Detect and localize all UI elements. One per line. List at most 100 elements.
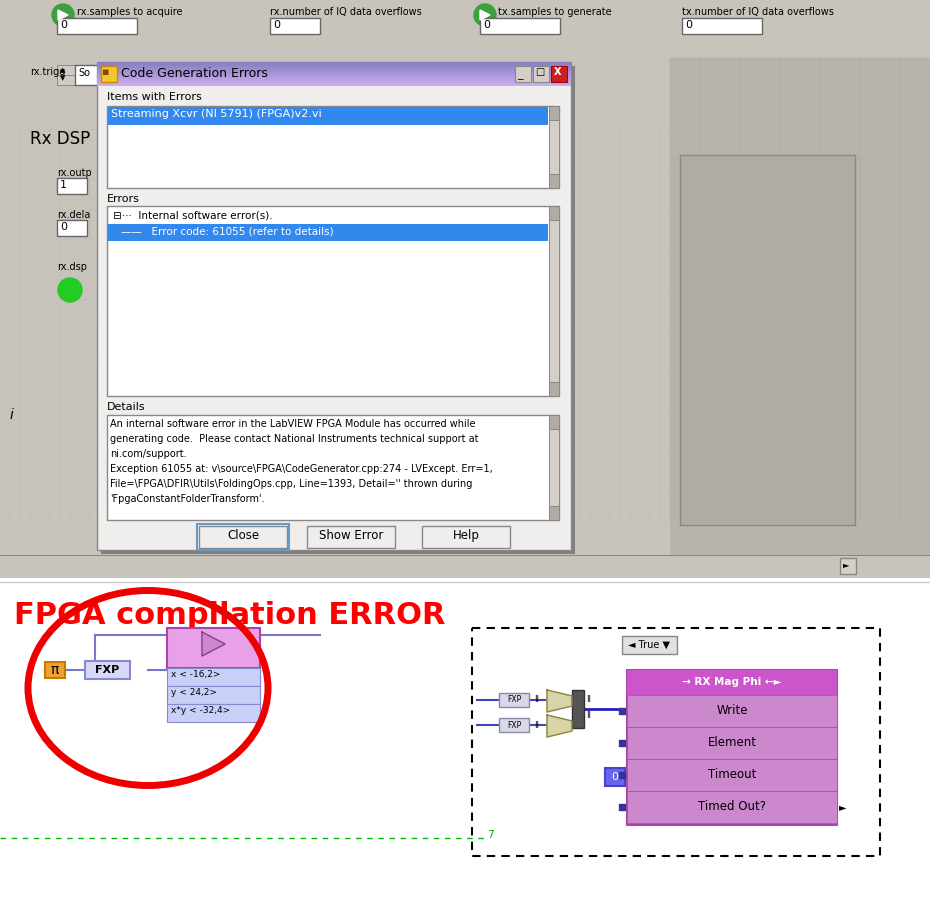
Bar bbox=[197, 524, 289, 550]
Bar bbox=[97, 62, 571, 86]
Text: rx.number of IQ data overflows: rx.number of IQ data overflows bbox=[270, 7, 421, 17]
Text: 0: 0 bbox=[60, 20, 67, 30]
Bar bbox=[101, 66, 117, 82]
Text: Streaming Xcvr (NI 5791) (FPGA)v2.vi: Streaming Xcvr (NI 5791) (FPGA)v2.vi bbox=[111, 109, 322, 119]
Bar bbox=[549, 415, 559, 429]
Bar bbox=[97, 76, 571, 77]
Bar bbox=[85, 661, 130, 679]
Text: FXP: FXP bbox=[95, 665, 119, 675]
Bar bbox=[0, 555, 930, 577]
Bar bbox=[840, 558, 856, 574]
Bar bbox=[97, 64, 571, 65]
Text: rx.outp: rx.outp bbox=[57, 168, 92, 178]
Bar bbox=[108, 107, 548, 125]
Text: II: II bbox=[586, 695, 591, 704]
Bar bbox=[472, 628, 880, 856]
Bar bbox=[97, 85, 571, 86]
Polygon shape bbox=[202, 632, 225, 656]
Bar bbox=[549, 506, 559, 520]
Text: rx.trigg: rx.trigg bbox=[30, 67, 65, 77]
Bar bbox=[97, 65, 571, 66]
Text: Timed Out?: Timed Out? bbox=[698, 800, 766, 814]
Bar bbox=[97, 78, 571, 79]
Bar bbox=[0, 0, 930, 58]
Bar bbox=[57, 18, 137, 34]
Text: Errors: Errors bbox=[107, 194, 140, 204]
Bar bbox=[97, 82, 571, 83]
Circle shape bbox=[52, 4, 74, 26]
Text: y < 24,2>: y < 24,2> bbox=[171, 688, 217, 697]
Text: tx.samples to generate: tx.samples to generate bbox=[498, 7, 612, 17]
Text: ⊟···  Internal software error(s).: ⊟··· Internal software error(s). bbox=[113, 210, 272, 220]
Bar bbox=[199, 526, 287, 548]
Text: So: So bbox=[78, 68, 90, 78]
Text: 0: 0 bbox=[273, 20, 280, 30]
Text: Help: Help bbox=[453, 529, 480, 542]
Bar bbox=[627, 727, 837, 759]
Bar bbox=[97, 72, 571, 73]
Bar bbox=[551, 66, 567, 82]
Bar bbox=[97, 77, 571, 78]
Text: FXP: FXP bbox=[507, 695, 521, 704]
Text: 'FpgaConstantFolderTransform'.: 'FpgaConstantFolderTransform'. bbox=[110, 494, 264, 504]
Circle shape bbox=[474, 4, 496, 26]
Bar bbox=[605, 768, 625, 786]
Bar bbox=[167, 686, 260, 704]
Bar bbox=[107, 415, 559, 520]
Text: □: □ bbox=[535, 67, 544, 77]
Bar bbox=[97, 73, 571, 74]
Text: 0: 0 bbox=[612, 772, 618, 782]
Text: x < -16,2>: x < -16,2> bbox=[171, 670, 220, 679]
Bar bbox=[57, 178, 87, 194]
Bar bbox=[97, 84, 571, 85]
Polygon shape bbox=[547, 690, 572, 712]
Polygon shape bbox=[547, 715, 572, 737]
Text: 0: 0 bbox=[685, 20, 692, 30]
Bar bbox=[57, 220, 87, 236]
Text: Rx DSP: Rx DSP bbox=[30, 130, 90, 148]
Bar bbox=[167, 628, 260, 668]
Bar bbox=[270, 18, 320, 34]
Bar bbox=[107, 106, 559, 188]
Bar bbox=[97, 67, 571, 68]
Text: An internal software error in the LabVIEW FPGA Module has occurred while: An internal software error in the LabVIE… bbox=[110, 419, 475, 429]
Text: Write: Write bbox=[716, 704, 748, 717]
Bar bbox=[0, 578, 930, 902]
Text: ►: ► bbox=[839, 802, 846, 812]
Text: 7: 7 bbox=[487, 830, 494, 840]
Bar bbox=[97, 63, 571, 64]
Bar bbox=[97, 80, 571, 81]
Text: 0: 0 bbox=[483, 20, 490, 30]
Text: generating code.  Please contact National Instruments technical support at: generating code. Please contact National… bbox=[110, 434, 479, 444]
Text: Close: Close bbox=[227, 529, 259, 542]
Bar bbox=[75, 65, 115, 85]
Text: x*y < -32,4>: x*y < -32,4> bbox=[171, 706, 231, 715]
Bar bbox=[45, 662, 65, 678]
Polygon shape bbox=[58, 10, 68, 20]
Bar bbox=[549, 206, 559, 220]
Text: rx.samples to acquire: rx.samples to acquire bbox=[77, 7, 182, 17]
Text: ▲: ▲ bbox=[60, 67, 65, 73]
Bar bbox=[533, 66, 549, 82]
Bar bbox=[0, 555, 930, 556]
Text: Show Error: Show Error bbox=[319, 529, 383, 542]
Text: Code Generation Errors: Code Generation Errors bbox=[121, 67, 268, 80]
Text: 0: 0 bbox=[60, 222, 67, 232]
Bar bbox=[0, 0, 930, 580]
Text: ——   Error code: 61055 (refer to details): —— Error code: 61055 (refer to details) bbox=[121, 226, 334, 236]
Polygon shape bbox=[480, 10, 490, 20]
Bar bbox=[167, 704, 260, 722]
Text: FPGA compilation ERROR: FPGA compilation ERROR bbox=[14, 601, 445, 630]
Bar bbox=[167, 668, 260, 686]
Text: Exception 61055 at: v\source\FPGA\CodeGenerator.cpp:274 - LVExcept. Err=1,: Exception 61055 at: v\source\FPGA\CodeGe… bbox=[110, 464, 493, 474]
Bar bbox=[97, 62, 571, 550]
Text: ◄ True ▼: ◄ True ▼ bbox=[628, 640, 670, 650]
Text: Timeout: Timeout bbox=[708, 769, 756, 781]
Bar bbox=[627, 695, 837, 727]
Text: X: X bbox=[554, 67, 562, 77]
Text: II: II bbox=[586, 712, 591, 721]
Text: i: i bbox=[10, 408, 14, 422]
Bar bbox=[549, 206, 559, 396]
Bar bbox=[549, 106, 559, 188]
Text: ▼: ▼ bbox=[60, 75, 65, 81]
